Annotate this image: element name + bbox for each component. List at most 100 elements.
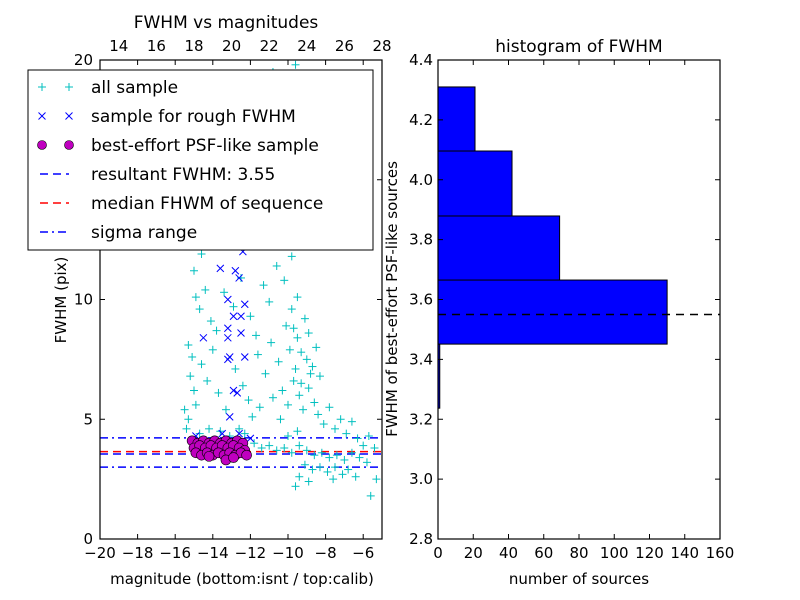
- point-x-b: [246, 434, 255, 443]
- point-x-b: [218, 429, 227, 438]
- scatter-title: FWHM vs magnitudes: [134, 13, 319, 33]
- point-all-sample: [314, 410, 323, 419]
- point-all-sample: [289, 376, 298, 385]
- point-all-sample: [180, 405, 189, 414]
- point-all-sample: [289, 324, 298, 333]
- y-tick-label: 3.8: [409, 231, 433, 249]
- x-tick-label: 20: [464, 544, 483, 562]
- point-x-b: [240, 353, 249, 361]
- point-all-sample: [272, 261, 281, 270]
- point-all-sample: [284, 432, 292, 441]
- point-all-sample: [308, 465, 317, 474]
- point-all-sample: [310, 398, 319, 407]
- point-all-sample: [304, 329, 313, 338]
- legend-entry: best-effort PSF-like sample: [37, 136, 319, 156]
- point-all-sample: [184, 415, 193, 424]
- legend-label: resultant FWHM: 3.55: [91, 165, 275, 185]
- point-x-b: [223, 355, 232, 364]
- point-all-sample: [235, 424, 244, 433]
- point-psf-like-sample: [203, 451, 215, 462]
- point-all-sample: [315, 372, 324, 381]
- point-all-sample: [284, 400, 292, 409]
- point-all-sample: [201, 285, 210, 294]
- legend-label: sigma range: [91, 223, 197, 243]
- legend-box: [27, 69, 374, 251]
- point-all-sample: [351, 472, 360, 481]
- point-all-sample: [302, 446, 311, 455]
- point-rough-fwhm-sample: [246, 434, 255, 443]
- x-tick-label: −16: [159, 544, 191, 562]
- legend-entry: sample for rough FWHM: [38, 107, 296, 127]
- point-all-sample: [329, 475, 338, 484]
- x-tick-label: −14: [197, 544, 229, 562]
- point-all-sample: [323, 467, 332, 476]
- point-all-sample: [295, 391, 304, 400]
- point-all-sample: [299, 405, 308, 414]
- point-all-sample: [220, 288, 229, 297]
- point-x-b: [223, 333, 232, 342]
- point-all-sample: [372, 475, 381, 484]
- point-all-sample: [347, 417, 356, 426]
- legend: all sample sample for rough FWHM best-effo…: [27, 69, 374, 251]
- point-all-sample: [295, 472, 304, 481]
- point-all-sample: [188, 352, 197, 361]
- x-tick-label: 80: [569, 544, 588, 562]
- point-rough-fwhm-sample: [223, 295, 232, 304]
- point-all-sample: [364, 432, 373, 441]
- legend-label: best-effort PSF-like sample: [91, 136, 319, 156]
- legend-entry: all sample: [38, 78, 178, 98]
- legend-label: median FHWM of sequence: [91, 194, 323, 214]
- point-all-sample: [317, 448, 326, 457]
- point-all-sample: [237, 273, 245, 282]
- point-all-sample: [208, 345, 217, 354]
- point-rough-fwhm-sample: [223, 333, 232, 342]
- point-rough-fwhm-sample: [223, 324, 232, 333]
- point-all-sample: [203, 376, 212, 385]
- point-x-b: [225, 413, 234, 421]
- point-all-sample: [325, 403, 334, 412]
- point-all-sample: [315, 463, 324, 472]
- point-rough-fwhm-sample: [235, 274, 243, 282]
- legend-label: all sample: [91, 78, 178, 98]
- point-all-sample: [312, 343, 321, 352]
- point-all-sample: [304, 384, 313, 393]
- point-all-sample: [293, 293, 302, 302]
- point-all-sample: [297, 348, 306, 357]
- point-all-sample: [342, 429, 351, 438]
- histogram-bar: [437, 215, 561, 281]
- point-all-sample: [293, 427, 302, 436]
- point-all-sample: [336, 415, 345, 424]
- histogram-bar: [437, 150, 513, 217]
- legend-entry: median FHWM of sequence: [40, 194, 323, 214]
- point-x-b: [235, 274, 243, 282]
- point-x-b: [216, 264, 225, 273]
- point-all-sample: [267, 338, 276, 347]
- legend-x-icon: [38, 112, 46, 120]
- x-tick-label: −8: [315, 544, 337, 562]
- scatter-ylabel: FWHM (pix): [52, 257, 70, 344]
- point-x-b: [223, 324, 232, 333]
- point-all-sample: [197, 249, 206, 258]
- point-all-sample: [261, 369, 270, 378]
- point-rough-fwhm-sample: [237, 312, 245, 321]
- point-all-sample: [300, 314, 309, 323]
- x-tick-label: −12: [235, 544, 267, 562]
- point-x-b: [223, 295, 232, 304]
- top-x-tick-label: 28: [372, 37, 391, 55]
- top-x-tick-label: 20: [222, 37, 241, 55]
- legend-circle-icon: [37, 140, 47, 150]
- histogram-bar: [437, 279, 668, 345]
- top-x-tick-label: 22: [260, 37, 279, 55]
- point-all-sample: [347, 448, 356, 457]
- point-all-sample: [265, 297, 274, 306]
- legend-circle-icon: [64, 140, 74, 150]
- point-all-sample: [197, 360, 206, 369]
- point-all-sample: [331, 463, 339, 472]
- point-all-sample: [272, 446, 281, 455]
- y-tick-label: 3.4: [409, 350, 433, 368]
- y-tick-label: 10: [74, 291, 93, 309]
- point-psf-like-sample: [228, 452, 239, 463]
- point-rough-fwhm-sample: [225, 413, 234, 421]
- point-all-sample: [265, 441, 274, 450]
